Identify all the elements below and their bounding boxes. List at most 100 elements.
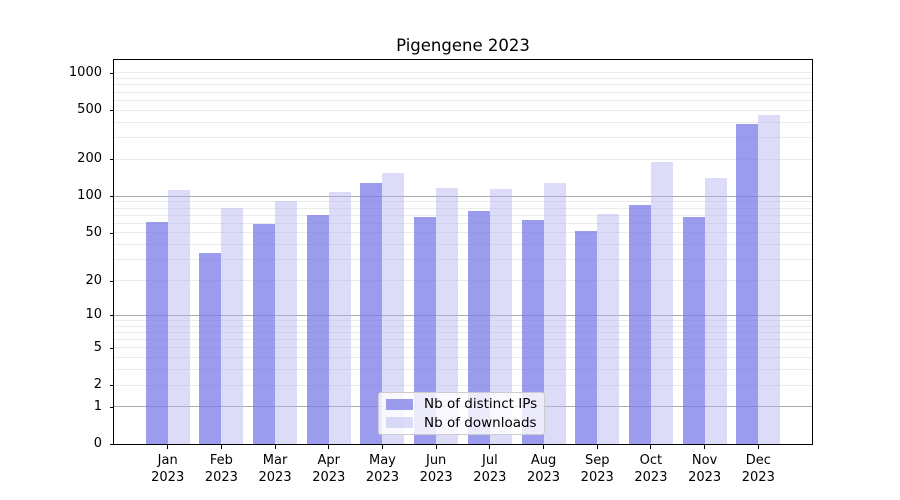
gridline-minor xyxy=(114,339,812,340)
x-axis-tick xyxy=(489,444,491,449)
bar-downloads-sep xyxy=(597,213,620,444)
month-name: Dec xyxy=(745,453,771,468)
bar-downloads-oct xyxy=(650,161,673,444)
bar-distinct-ips-aug xyxy=(521,219,544,444)
gridline-minor xyxy=(114,91,812,93)
y-axis-tick-label: 20 xyxy=(85,272,102,288)
month-name: Nov xyxy=(691,453,718,468)
month-year: 2023 xyxy=(473,470,507,485)
x-axis-month-label: Sep 2023 xyxy=(567,452,627,486)
month-year: 2023 xyxy=(688,470,722,485)
y-axis-tick xyxy=(109,347,114,349)
x-axis-tick xyxy=(704,444,706,449)
month-name: Feb xyxy=(209,453,233,468)
gridline-minor xyxy=(114,357,812,359)
bar-distinct-ips-jul xyxy=(467,211,490,444)
plot-area xyxy=(113,59,813,445)
month-name: Mar xyxy=(262,453,288,468)
x-axis-tick xyxy=(650,444,652,449)
month-name: Jun xyxy=(425,453,447,468)
y-axis-tick-label: 0 xyxy=(93,436,102,451)
bar-downloads-mar xyxy=(275,201,298,444)
x-axis-month-label: Apr 2023 xyxy=(299,452,359,486)
gridline-minor xyxy=(114,78,812,80)
x-axis-month-label: May 2023 xyxy=(352,452,412,486)
bar-downloads-feb xyxy=(221,208,244,444)
x-axis-tick xyxy=(220,444,222,449)
month-year: 2023 xyxy=(741,470,775,485)
bar-distinct-ips-feb xyxy=(199,253,222,444)
month-name: Apr xyxy=(317,453,341,468)
gridline-minor xyxy=(114,121,812,123)
gridline-minor xyxy=(114,319,812,321)
month-year: 2023 xyxy=(151,470,185,485)
gridline-minor xyxy=(114,137,812,139)
month-name: May xyxy=(369,453,396,468)
bar-distinct-ips-jan xyxy=(145,222,168,444)
bar-downloads-may xyxy=(382,173,405,444)
bar-downloads-nov xyxy=(704,177,727,444)
gridline-minor xyxy=(114,244,812,246)
y-axis-tick-label: 50 xyxy=(85,224,102,240)
x-axis-tick xyxy=(328,444,330,449)
x-axis-tick xyxy=(167,444,169,449)
gridline-major xyxy=(114,195,812,197)
bar-downloads-dec xyxy=(758,114,781,444)
y-axis-tick xyxy=(109,406,114,408)
gridline-minor xyxy=(114,99,812,101)
legend: Nb of distinct IPs Nb of downloads xyxy=(378,392,545,435)
y-axis-tick xyxy=(109,110,114,112)
gridline-minor xyxy=(114,222,812,224)
month-year: 2023 xyxy=(365,470,399,485)
gridline-minor xyxy=(114,259,812,261)
bar-distinct-ips-jun xyxy=(414,216,437,444)
y-axis-tick-label: 100 xyxy=(77,188,102,204)
y-axis-tick xyxy=(109,385,114,386)
month-name: Aug xyxy=(530,453,557,468)
y-axis-tick xyxy=(109,280,114,282)
x-axis-tick xyxy=(757,444,759,449)
x-axis-month-label: Dec 2023 xyxy=(728,452,788,486)
month-name: Jul xyxy=(482,453,498,468)
x-axis-tick xyxy=(543,444,545,449)
y-axis-tick xyxy=(109,315,114,317)
y-axis-tick xyxy=(109,196,114,198)
month-name: Jan xyxy=(157,453,178,468)
legend-item-downloads: Nb of downloads xyxy=(386,414,544,432)
bar-downloads-apr xyxy=(328,191,351,444)
month-year: 2023 xyxy=(634,470,668,485)
gridline-minor xyxy=(114,325,812,327)
y-axis-tick xyxy=(109,72,114,74)
y-axis-tick-label: 10 xyxy=(85,307,102,323)
month-year: 2023 xyxy=(580,470,614,485)
y-axis-tick-label: 200 xyxy=(77,151,102,167)
gridline-minor xyxy=(114,207,812,209)
legend-swatch-distinct-ips xyxy=(386,399,413,410)
x-axis-month-label: Jan 2023 xyxy=(138,452,198,486)
y-axis-tick xyxy=(109,444,114,445)
month-year: 2023 xyxy=(419,470,453,485)
y-axis-tick-label: 500 xyxy=(77,102,102,118)
x-axis-month-label: Jul 2023 xyxy=(460,452,520,486)
bar-distinct-ips-nov xyxy=(682,217,705,444)
gridline-minor xyxy=(114,72,812,74)
bar-downloads-jan xyxy=(167,189,190,444)
bar-distinct-ips-mar xyxy=(253,224,276,444)
legend-label-downloads: Nb of downloads xyxy=(424,414,537,431)
x-axis-tick xyxy=(596,444,598,449)
legend-label-distinct-ips: Nb of distinct IPs xyxy=(424,396,538,413)
bar-downloads-jul xyxy=(489,188,512,444)
y-axis-tick-label: 1000 xyxy=(68,64,102,80)
x-axis-tick xyxy=(435,444,437,449)
x-axis: Jan 2023 Feb 2023 Mar 2023 Apr 2023 May 2023 Jun 20… xyxy=(114,444,812,494)
gridline-minor xyxy=(114,158,812,160)
gridline-minor xyxy=(114,347,812,349)
x-axis-month-label: Mar 2023 xyxy=(245,452,305,486)
month-name: Sep xyxy=(584,453,610,468)
legend-item-distinct-ips: Nb of distinct IPs xyxy=(386,395,544,413)
bar-distinct-ips-apr xyxy=(306,215,329,444)
gridline-minor xyxy=(114,280,812,281)
month-year: 2023 xyxy=(312,470,346,485)
x-axis-month-label: Aug 2023 xyxy=(514,452,574,486)
gridline-minor xyxy=(114,384,812,386)
